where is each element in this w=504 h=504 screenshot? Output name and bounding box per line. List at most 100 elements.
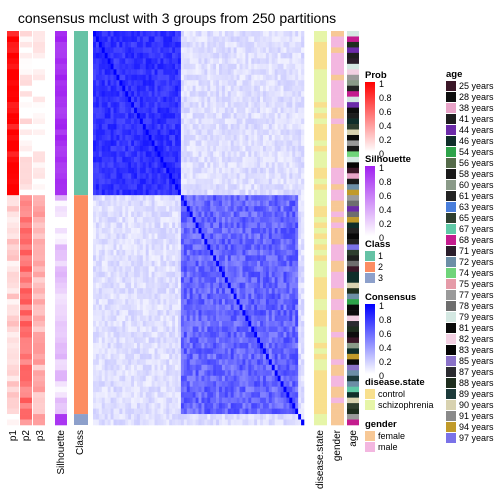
consensus-cell xyxy=(271,337,275,344)
consensus-cell xyxy=(204,36,208,43)
consensus-cell xyxy=(157,244,161,251)
consensus-cell xyxy=(95,173,100,180)
consensus-cell xyxy=(292,326,296,333)
consensus-cell xyxy=(289,266,293,273)
consensus-cell xyxy=(292,129,296,136)
consensus-cell xyxy=(131,293,135,300)
consensus-cell xyxy=(157,140,161,147)
consensus-cell xyxy=(142,118,147,125)
consensus-cell xyxy=(134,167,138,174)
consensus-cell xyxy=(195,162,199,169)
consensus-cell xyxy=(186,326,191,333)
consensus-cell xyxy=(271,102,275,108)
consensus-cell xyxy=(192,288,196,294)
consensus-cell xyxy=(136,52,141,59)
consensus-cell xyxy=(301,200,305,207)
consensus-cell xyxy=(104,162,108,169)
consensus-cell xyxy=(134,359,138,366)
consensus-cell xyxy=(216,260,220,267)
consensus-cell xyxy=(242,140,246,147)
consensus-cell xyxy=(283,189,287,196)
consensus-cell xyxy=(169,80,173,87)
consensus-cell xyxy=(274,178,278,185)
consensus-cell xyxy=(192,217,196,223)
consensus-cell xyxy=(163,299,167,305)
consensus-cell xyxy=(254,255,258,262)
consensus-cell xyxy=(157,353,161,360)
consensus-cell xyxy=(251,58,255,65)
silhouette-cell xyxy=(55,337,67,344)
prob-cell xyxy=(20,266,32,273)
consensus-cell xyxy=(136,167,141,174)
consensus-cell xyxy=(183,228,188,234)
silhouette-cell xyxy=(55,370,67,377)
consensus-cell xyxy=(101,129,106,136)
consensus-cell xyxy=(224,211,229,218)
consensus-cell xyxy=(251,375,255,382)
consensus-cell xyxy=(169,271,173,278)
consensus-cell xyxy=(101,107,106,114)
prob-cell xyxy=(20,200,32,207)
consensus-cell xyxy=(177,222,182,229)
consensus-cell xyxy=(198,315,202,322)
consensus-cell xyxy=(242,271,246,278)
consensus-cell xyxy=(169,107,173,114)
consensus-cell xyxy=(271,282,275,289)
consensus-cell xyxy=(125,342,129,349)
consensus-cell xyxy=(219,91,223,97)
consensus-cell xyxy=(230,359,234,366)
consensus-cell xyxy=(180,80,185,87)
consensus-cell xyxy=(101,370,106,377)
consensus-cell xyxy=(110,206,114,212)
prob-cell xyxy=(20,321,32,327)
consensus-cell xyxy=(265,249,270,256)
consensus-cell xyxy=(271,315,275,322)
consensus-cell xyxy=(195,381,199,387)
consensus-cell xyxy=(204,102,208,108)
silhouette-cell xyxy=(55,107,67,114)
consensus-cell xyxy=(248,124,252,130)
consensus-cell xyxy=(163,331,167,338)
consensus-cell xyxy=(207,200,211,207)
consensus-cell xyxy=(257,58,261,65)
consensus-cell xyxy=(198,288,202,294)
consensus-cell xyxy=(198,91,202,97)
consensus-cell xyxy=(125,96,129,103)
consensus-cell xyxy=(292,282,296,289)
consensus-cell xyxy=(265,184,270,190)
consensus-cell xyxy=(280,211,284,218)
consensus-cell xyxy=(104,249,108,256)
consensus-cell xyxy=(136,304,141,311)
consensus-cell xyxy=(166,217,170,223)
consensus-cell xyxy=(286,299,290,305)
consensus-cell xyxy=(292,222,296,229)
consensus-cell xyxy=(198,211,202,218)
consensus-cell xyxy=(254,47,258,54)
silhouette-cell xyxy=(55,151,67,158)
consensus-cell xyxy=(195,31,199,37)
class-block xyxy=(74,195,88,415)
prob-cell xyxy=(7,326,19,333)
consensus-cell xyxy=(175,348,179,355)
consensus-cell xyxy=(180,370,185,377)
consensus-cell xyxy=(233,107,237,114)
consensus-cell xyxy=(192,178,196,185)
prob-cell xyxy=(7,217,19,223)
consensus-cell xyxy=(110,91,114,97)
consensus-cell xyxy=(131,255,135,262)
consensus-cell xyxy=(198,266,202,273)
consensus-cell xyxy=(113,315,117,322)
consensus-cell xyxy=(93,206,97,212)
consensus-cell xyxy=(189,310,193,316)
consensus-cell xyxy=(221,282,226,289)
consensus-cell xyxy=(245,321,249,327)
consensus-cell xyxy=(151,299,155,305)
consensus-cell xyxy=(210,140,214,147)
consensus-cell xyxy=(177,326,182,333)
consensus-cell xyxy=(210,129,214,136)
consensus-cell xyxy=(189,74,193,81)
consensus-cell xyxy=(139,282,144,289)
consensus-cell xyxy=(148,140,152,147)
consensus-cell xyxy=(262,74,267,81)
consensus-cell xyxy=(271,353,275,360)
